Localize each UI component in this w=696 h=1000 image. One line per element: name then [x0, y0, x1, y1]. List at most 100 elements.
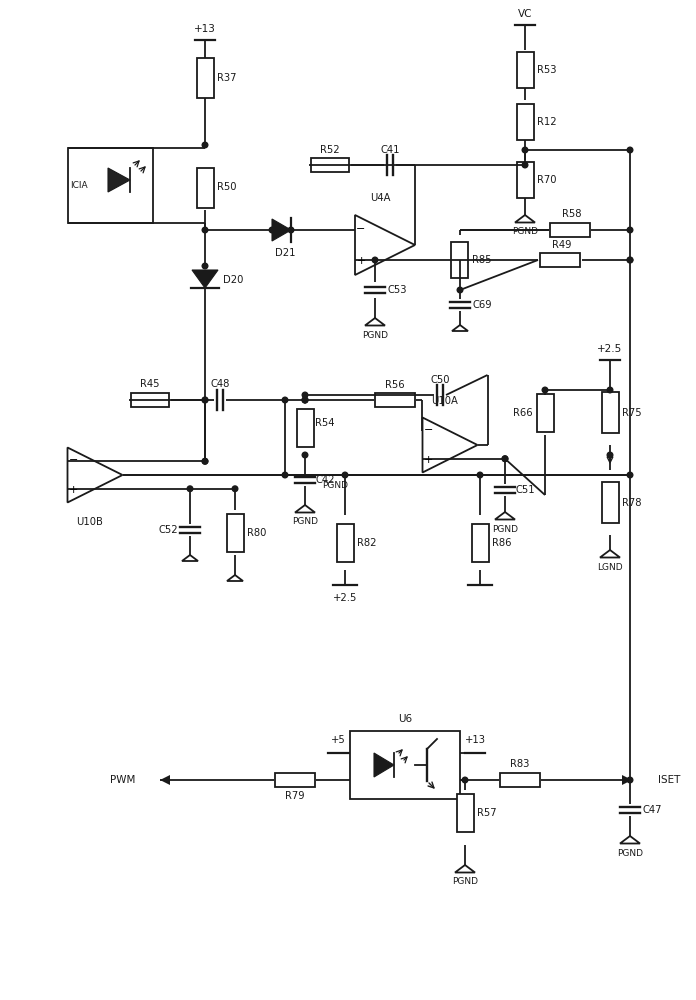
Text: R75: R75	[622, 408, 642, 418]
Bar	[516, 52, 534, 88]
Circle shape	[457, 257, 463, 263]
Text: C41: C41	[380, 145, 400, 155]
Bar	[540, 253, 580, 267]
Circle shape	[282, 472, 288, 478]
Circle shape	[302, 397, 308, 403]
Text: +: +	[69, 485, 78, 495]
Bar	[375, 393, 415, 407]
Circle shape	[607, 387, 612, 393]
Bar	[68, 147, 152, 223]
Text: R53: R53	[537, 65, 557, 75]
Text: R56: R56	[385, 380, 405, 390]
Text: C52: C52	[158, 525, 177, 535]
Text: +2.5: +2.5	[597, 344, 623, 354]
Circle shape	[607, 452, 612, 458]
Polygon shape	[272, 219, 291, 241]
Bar	[457, 794, 473, 832]
Text: LGND: LGND	[597, 562, 623, 572]
Text: −: −	[356, 224, 365, 234]
Bar	[550, 223, 590, 237]
Circle shape	[462, 777, 468, 783]
Circle shape	[627, 227, 633, 233]
Text: PGND: PGND	[452, 878, 478, 887]
Text: R80: R80	[247, 527, 267, 537]
Text: +5: +5	[331, 735, 345, 745]
Polygon shape	[355, 215, 415, 275]
Bar	[471, 524, 489, 562]
Circle shape	[503, 456, 508, 462]
Circle shape	[203, 397, 208, 403]
Circle shape	[232, 486, 238, 492]
Text: +13: +13	[194, 24, 216, 34]
Text: C48: C48	[210, 379, 230, 389]
Circle shape	[203, 397, 208, 403]
Circle shape	[302, 397, 308, 403]
Text: C42: C42	[315, 475, 335, 485]
Polygon shape	[108, 168, 130, 192]
Text: PGND: PGND	[362, 330, 388, 340]
Text: R52: R52	[320, 145, 340, 155]
Circle shape	[477, 472, 483, 478]
Text: C47: C47	[642, 805, 662, 815]
Text: R66: R66	[513, 408, 533, 418]
Circle shape	[457, 287, 463, 293]
Polygon shape	[374, 753, 394, 777]
Circle shape	[269, 227, 275, 233]
Text: ICIA: ICIA	[70, 180, 88, 190]
Circle shape	[302, 452, 308, 458]
Bar	[196, 58, 214, 98]
Text: R70: R70	[537, 175, 557, 185]
Text: U4A: U4A	[370, 193, 390, 203]
Text: R78: R78	[622, 498, 642, 508]
Text: PGND: PGND	[492, 524, 518, 534]
Circle shape	[203, 458, 208, 464]
Text: D20: D20	[223, 275, 243, 285]
Circle shape	[203, 227, 208, 233]
Text: D21: D21	[275, 248, 295, 258]
Circle shape	[522, 147, 528, 153]
Text: R79: R79	[285, 791, 305, 801]
Bar	[311, 158, 349, 172]
Circle shape	[627, 147, 633, 153]
Text: R45: R45	[141, 379, 160, 389]
Text: +13: +13	[464, 735, 486, 745]
Bar	[500, 773, 540, 787]
Circle shape	[302, 397, 308, 403]
Text: R85: R85	[473, 255, 492, 265]
Text: ISET: ISET	[658, 775, 681, 785]
Bar	[275, 773, 315, 787]
Circle shape	[372, 257, 378, 263]
Text: R12: R12	[537, 117, 557, 127]
Text: R86: R86	[492, 538, 512, 548]
Circle shape	[203, 458, 208, 464]
Circle shape	[288, 227, 294, 233]
Text: PGND: PGND	[292, 518, 318, 526]
Circle shape	[187, 486, 193, 492]
Bar	[336, 524, 354, 562]
Bar	[516, 162, 534, 198]
Bar	[196, 167, 214, 208]
Circle shape	[627, 777, 633, 783]
Polygon shape	[68, 448, 122, 503]
Text: R58: R58	[562, 209, 582, 219]
Circle shape	[302, 392, 308, 398]
Text: C50: C50	[430, 375, 450, 385]
Text: C51: C51	[515, 485, 535, 495]
Text: U10A: U10A	[432, 396, 459, 406]
Text: R49: R49	[552, 240, 571, 250]
Circle shape	[627, 472, 633, 478]
Polygon shape	[192, 270, 218, 288]
Polygon shape	[622, 775, 632, 785]
Text: R54: R54	[315, 418, 335, 428]
Bar	[131, 393, 169, 407]
Text: R83: R83	[510, 759, 530, 769]
Polygon shape	[422, 418, 477, 473]
Text: PGND: PGND	[617, 848, 643, 857]
Text: R37: R37	[217, 73, 237, 83]
Text: +: +	[424, 455, 433, 465]
Text: R82: R82	[357, 538, 377, 548]
Circle shape	[522, 162, 528, 168]
Text: PGND: PGND	[322, 481, 348, 489]
Circle shape	[627, 257, 633, 263]
Circle shape	[503, 456, 508, 462]
